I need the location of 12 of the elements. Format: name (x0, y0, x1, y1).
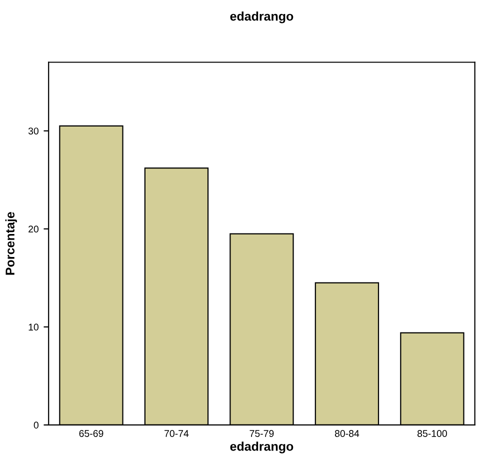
x-tick-label: 80-84 (334, 430, 360, 437)
y-axis-title: Porcentaje (5, 212, 17, 275)
x-tick-label: 70-74 (164, 430, 189, 437)
x-tick-label: 65-69 (79, 430, 104, 437)
x-axis-title: edadrango (230, 442, 294, 454)
x-tick-label: 85-100 (417, 430, 447, 437)
x-tick-label: 75-79 (250, 430, 274, 437)
y-tick-label: 20 (28, 226, 38, 233)
chart-title: edadrango (230, 12, 294, 24)
y-tick-label: 10 (28, 324, 38, 331)
y-tick-label: 0 (34, 422, 38, 429)
y-tick-label: 30 (28, 128, 38, 134)
